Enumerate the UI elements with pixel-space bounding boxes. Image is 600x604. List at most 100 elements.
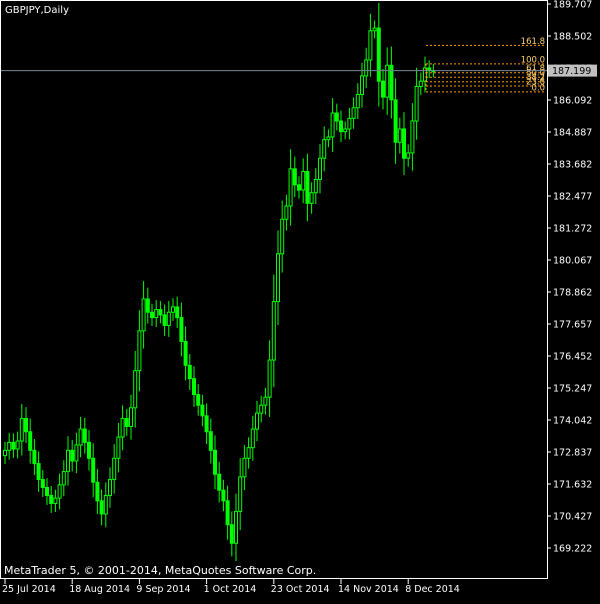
candle: [166, 300, 171, 337]
candle: [330, 98, 335, 152]
candle: [355, 83, 360, 120]
fibo-level-label: 38.2: [526, 73, 545, 83]
candle: [334, 103, 339, 131]
candle: [305, 153, 310, 222]
candle: [288, 149, 293, 226]
candle: [91, 443, 96, 498]
y-tick-label: 176.452: [553, 352, 592, 363]
y-tick-label: 177.657: [553, 320, 592, 331]
candle: [376, 2, 381, 107]
candle: [66, 436, 70, 486]
candle: [238, 458, 243, 531]
candle: [179, 302, 184, 357]
candle: [87, 430, 91, 471]
candle: [339, 110, 343, 143]
copyright-text: MetaTrader 5, © 2001-2014, MetaQuotes So…: [4, 564, 316, 577]
candle: [213, 435, 217, 490]
candle: [171, 298, 175, 321]
candle: [49, 486, 54, 513]
candle: [410, 103, 415, 171]
candle: [175, 296, 180, 328]
current-price-label: 187.199: [552, 66, 591, 77]
fibo-level-label: 100.0: [521, 55, 545, 65]
candle: [318, 144, 322, 194]
candle: [326, 129, 331, 148]
candle: [19, 403, 24, 456]
y-tick-label: 171.632: [553, 480, 592, 491]
candle: [381, 68, 385, 110]
candle: [133, 351, 138, 428]
candle: [313, 168, 318, 205]
y-tick-label: 182.477: [553, 192, 592, 203]
y-tick-label: 184.887: [553, 128, 592, 139]
candle: [74, 432, 79, 474]
candle: [368, 13, 373, 77]
candle: [225, 485, 230, 540]
candles-layer: [3, 2, 436, 562]
candle: [82, 417, 87, 454]
candle: [45, 478, 49, 505]
x-tick-label: 8 Dec 2014: [405, 584, 460, 595]
x-tick-label: 18 Aug 2014: [69, 584, 130, 595]
candle: [3, 441, 7, 465]
candle: [221, 479, 226, 512]
candle: [120, 405, 125, 451]
candle: [292, 156, 297, 197]
y-tick-label: 186.092: [553, 96, 592, 107]
x-tick-label: 14 Nov 2014: [338, 584, 399, 595]
candle: [32, 439, 37, 475]
candle: [347, 108, 352, 140]
candle: [208, 418, 213, 464]
candle: [24, 407, 28, 444]
candle: [204, 403, 209, 444]
time-axis[interactable]: 25 Jul 2014 18 Aug 2014 9 Sep 2014 1 Oct 20…: [2, 579, 460, 595]
candle: [234, 493, 238, 562]
y-tick-label: 178.862: [553, 288, 592, 299]
candle: [271, 274, 276, 388]
candle: [402, 112, 406, 176]
y-tick-label: 172.837: [553, 448, 592, 459]
candle: [372, 20, 377, 39]
candle: [154, 300, 159, 327]
candle: [162, 304, 167, 336]
fibonacci-expansion[interactable]: 161.8 100.061.850.038.223.60.0: [425, 37, 546, 93]
candle: [103, 482, 108, 528]
x-tick-label: 1 Oct 2014: [204, 584, 257, 595]
candle: [158, 301, 163, 324]
fibo-level-label: 23.6: [526, 77, 545, 87]
candle: [192, 366, 196, 407]
y-tick-label: 189.707: [553, 0, 592, 11]
current-price-tag: [548, 64, 597, 77]
candle: [11, 433, 16, 458]
x-tick-label: 25 Jul 2014: [2, 584, 56, 595]
candle: [343, 121, 348, 140]
candle: [406, 144, 411, 167]
fibo-level-label: 161.8: [521, 37, 545, 47]
candle: [112, 444, 117, 494]
candle: [61, 460, 66, 497]
candle: [259, 395, 264, 423]
candle: [95, 469, 100, 514]
candle: [15, 431, 20, 459]
fibo-level-label: 0.0: [531, 83, 545, 93]
candle: [229, 511, 234, 557]
y-tick-label: 188.502: [553, 32, 592, 43]
y-tick-label: 174.042: [553, 416, 592, 427]
candle: [53, 489, 58, 512]
candle: [397, 117, 402, 154]
candle: [145, 287, 150, 324]
candle: [385, 47, 390, 115]
candle: [322, 126, 327, 172]
candle: [267, 340, 272, 417]
candle: [7, 432, 12, 460]
candle: [187, 354, 192, 390]
y-tick-label: 169.222: [553, 544, 592, 555]
y-tick-label: 180.067: [553, 256, 592, 267]
candle: [40, 470, 45, 497]
candle: [364, 47, 369, 89]
candle: [242, 445, 247, 491]
candle: [108, 467, 112, 508]
candle: [423, 56, 427, 93]
